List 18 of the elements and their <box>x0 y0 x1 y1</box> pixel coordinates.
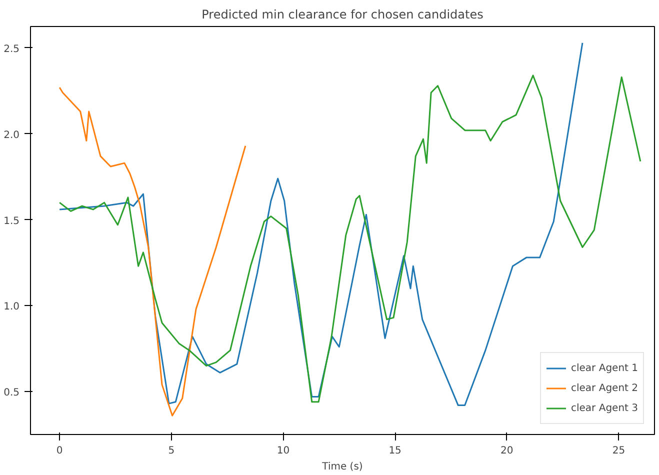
x-tick-label: 15 <box>388 446 402 456</box>
line-series <box>58 74 642 403</box>
x-tick-label: 25 <box>612 446 626 456</box>
x-axis-title: Time (s) <box>321 462 363 472</box>
legend-label: clear Agent 1 <box>571 362 638 374</box>
x-tick-label: 5 <box>168 446 175 456</box>
y-tick-label: 2.5 <box>4 44 20 55</box>
x-tick-label: 0 <box>56 446 63 456</box>
y-tick-label: 1.0 <box>4 302 20 313</box>
y-tick-label: 1.5 <box>4 216 20 227</box>
chart-title: Predicted min clearance for chosen candidates <box>202 8 484 22</box>
x-tick-label: 20 <box>500 446 514 456</box>
x-tick-label: 10 <box>276 446 290 456</box>
y-tick-label: 2.0 <box>4 130 20 141</box>
legend-label: clear Agent 3 <box>571 402 638 414</box>
y-tick-label: 0.5 <box>4 388 20 399</box>
line-series <box>58 86 246 416</box>
legend-label: clear Agent 2 <box>571 382 638 394</box>
